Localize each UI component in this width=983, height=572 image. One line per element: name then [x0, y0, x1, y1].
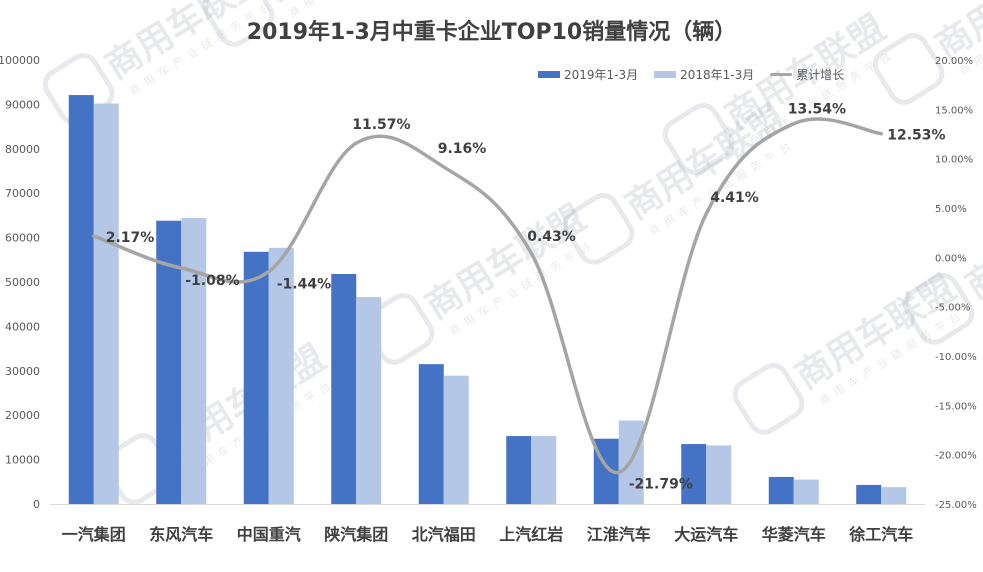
legend-swatch-growth — [770, 73, 793, 76]
y-left-tick-label: 100000 — [0, 54, 40, 67]
y-right-tick-label: -25.00% — [935, 500, 977, 511]
bar-2019 — [681, 444, 707, 504]
legend-label-growth: 累计增长 — [796, 68, 845, 82]
y-left-tick-label: 60000 — [5, 232, 40, 245]
growth-data-label: 12.53% — [887, 128, 945, 144]
watermark-logo — [202, 0, 275, 47]
x-tick-label: 江淮汽车 — [587, 525, 651, 544]
y-right-tick-label: 20.00% — [935, 56, 973, 67]
bar-2018 — [531, 436, 557, 504]
bar-2018 — [356, 297, 382, 504]
y-left-tick-label: 90000 — [5, 98, 40, 111]
y-left-tick-label: 70000 — [5, 187, 40, 200]
bar-2018 — [443, 375, 469, 504]
bar-2018 — [881, 487, 907, 504]
x-tick-label: 陕汽集团 — [324, 525, 388, 544]
bar-2018 — [93, 103, 119, 505]
watermark-logo — [562, 193, 635, 265]
y-right-tick-label: -20.00% — [935, 451, 977, 462]
y-left-tick-label: 20000 — [5, 409, 40, 422]
growth-line-path — [92, 117, 883, 475]
legend: 2019年1-3月 2018年1-3月 累计增长 — [538, 66, 844, 83]
x-tick-label: 一汽集团 — [62, 525, 126, 544]
y-left-tick-label: 0 — [33, 498, 40, 511]
legend-swatch-2018 — [654, 71, 677, 78]
growth-data-label: -1.44% — [277, 277, 331, 293]
growth-data-label: 4.41% — [710, 190, 759, 206]
bar-2019 — [331, 274, 357, 504]
x-tick-label: 上汽红岩 — [499, 525, 563, 544]
y-right-tick-label: -5.00% — [935, 303, 970, 314]
watermark-logo — [872, 33, 945, 105]
legend-item-growth: 累计增长 — [770, 66, 844, 83]
growth-data-label: 2.17% — [106, 230, 155, 246]
y-right-tick-label: 10.00% — [935, 155, 973, 166]
x-tick-label: 华菱汽车 — [762, 525, 826, 544]
watermark-logo — [902, 273, 975, 345]
x-tick-label: 东风汽车 — [149, 525, 213, 544]
y-right-tick-label: -10.00% — [935, 352, 977, 363]
growth-data-label: -1.08% — [185, 273, 239, 289]
x-tick-label: 大运汽车 — [674, 525, 738, 544]
y-axis-right: -25.00% -20.00% -15.00% -10.00% -5.00% 0.00% 5… — [935, 56, 977, 511]
legend-swatch-2019 — [538, 71, 560, 78]
x-tick-label: 中国重汽 — [237, 525, 301, 544]
y-right-tick-label: 15.00% — [935, 105, 973, 116]
growth-data-label: 11.57% — [352, 117, 410, 133]
y-right-tick-label: -15.00% — [935, 401, 977, 412]
y-right-tick-label: 0.00% — [935, 253, 967, 264]
chart-title: 2019年1-3月中重卡企业TOP10销量情况（辆） — [246, 20, 737, 45]
x-tick-label: 北汽福田 — [412, 525, 476, 544]
y-left-tick-label: 40000 — [5, 320, 40, 333]
bar-2019 — [418, 364, 444, 504]
growth-data-label: 0.43% — [527, 229, 576, 245]
y-right-tick-label: 5.00% — [935, 204, 967, 215]
bar-2019 — [68, 95, 94, 505]
bar-2018 — [793, 479, 819, 504]
legend-label-2018: 2018年1-3月 — [680, 68, 755, 82]
y-left-tick-label: 10000 — [5, 454, 40, 467]
growth-data-label: 13.54% — [788, 102, 846, 118]
watermark-brand: 商用车联盟 — [259, 0, 433, 10]
watermark-brand: 商用车联盟 — [959, 177, 983, 307]
watermark-logo — [732, 363, 805, 435]
bar-2019 — [243, 251, 269, 504]
y-left-tick-label: 50000 — [5, 276, 40, 289]
watermark-logo — [662, 103, 735, 175]
growth-data-label: -21.79% — [629, 476, 693, 492]
growth-data-label: 9.16% — [438, 141, 487, 157]
bar-2018 — [706, 445, 732, 504]
bar-2019 — [768, 476, 794, 504]
y-left-tick-label: 80000 — [5, 143, 40, 156]
y-axis-left: 0 10000 20000 30000 40000 50000 60000 70000 8000… — [0, 54, 40, 511]
x-axis-labels: 一汽集团 东风汽车 中国重汽 陕汽集团 北汽福田 上汽红岩 江淮汽车 大运汽车 华菱汽车 徐工汽车 — [62, 525, 914, 544]
growth-line: 2.17% -1.08% -1.44% 11.57% 9.16% 0.43% -21.79%… — [92, 102, 946, 492]
legend-item-2018: 2018年1-3月 — [654, 66, 754, 83]
bar-2018 — [268, 247, 294, 504]
legend-item-2019: 2019年1-3月 — [538, 66, 638, 83]
bar-2019 — [506, 436, 532, 504]
bar-2018 — [181, 218, 207, 504]
x-tick-label: 徐工汽车 — [848, 525, 913, 544]
bars — [50, 95, 925, 505]
legend-label-2019: 2019年1-3月 — [564, 68, 639, 82]
y-left-tick-label: 30000 — [5, 365, 40, 378]
bar-2019 — [856, 484, 882, 504]
